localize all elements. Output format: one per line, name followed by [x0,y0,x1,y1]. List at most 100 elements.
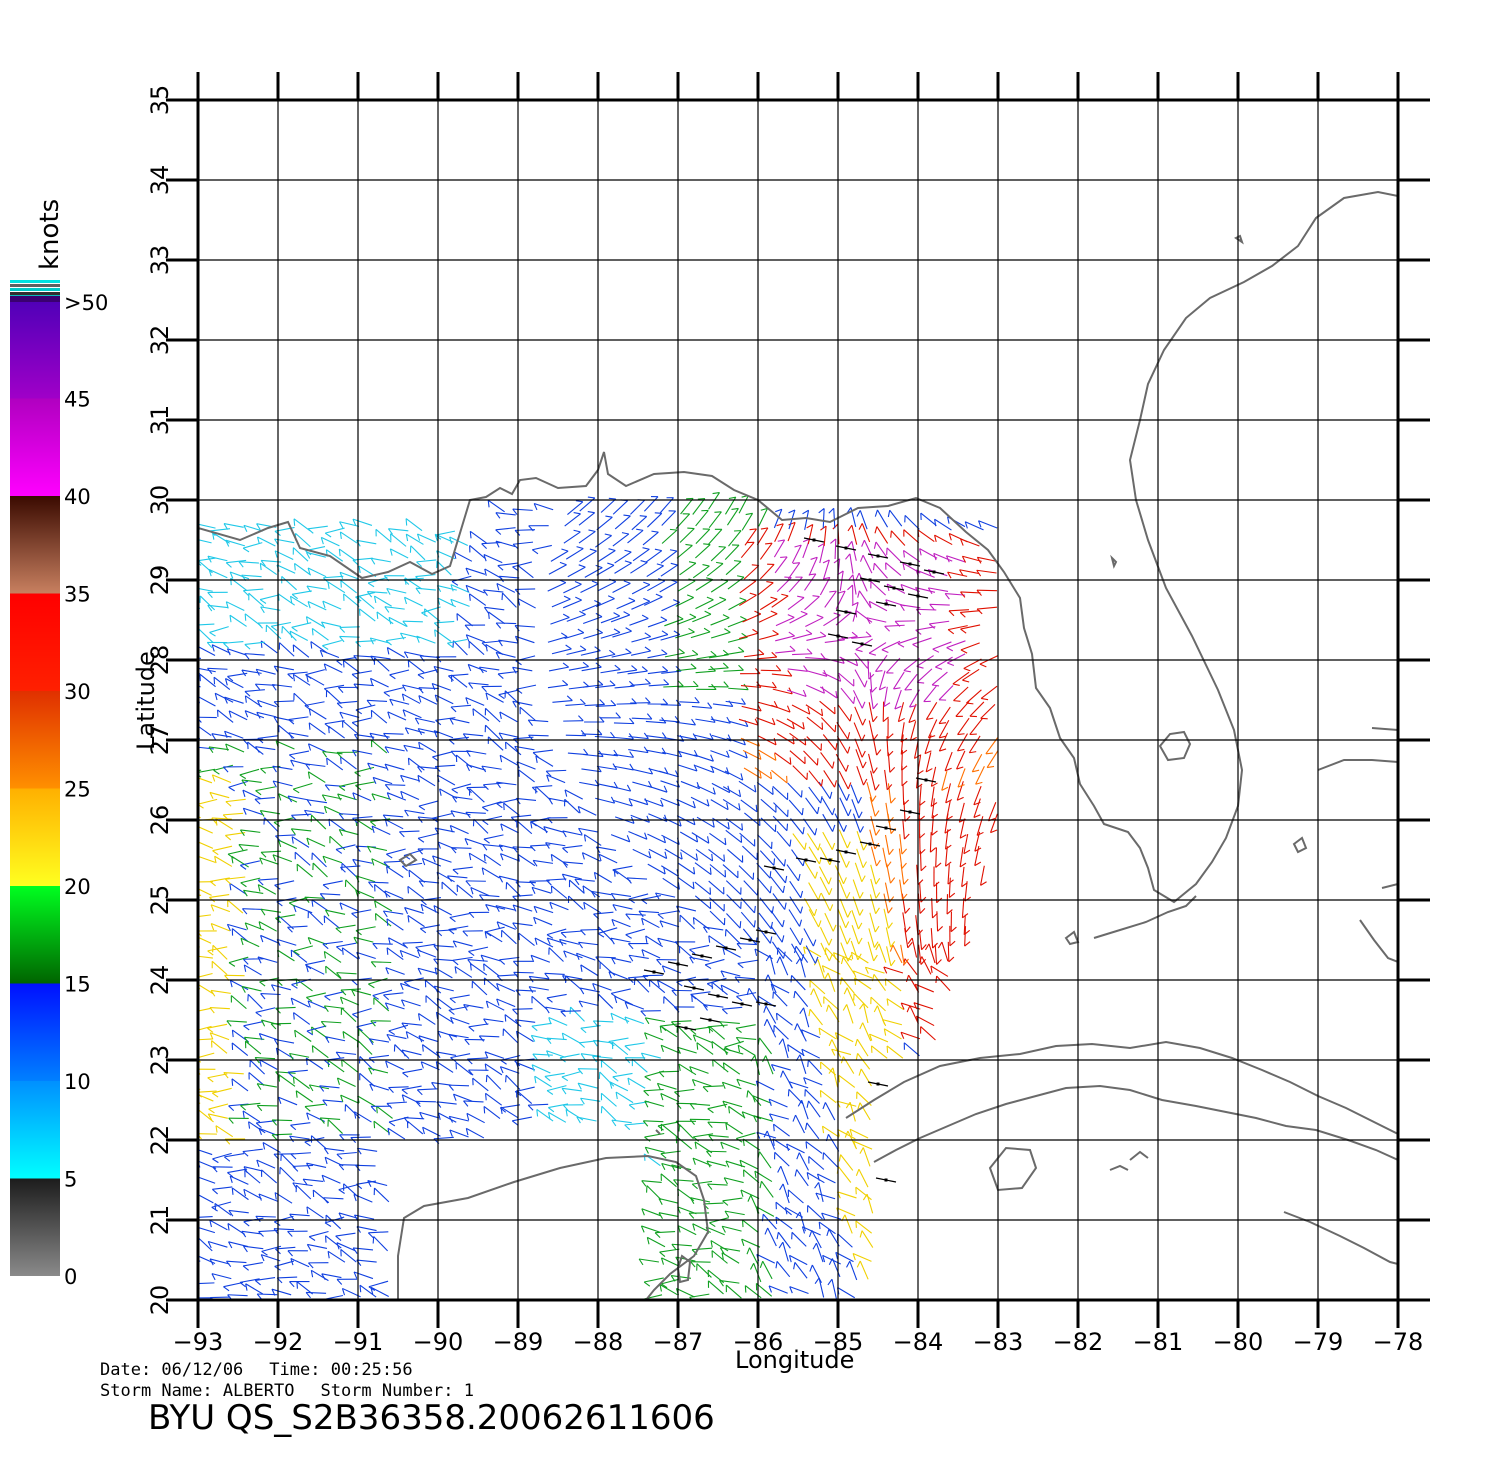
wind-vector [721,1252,740,1264]
colorbar-stripe [10,292,60,295]
wind-barb [340,989,347,996]
wind-vector [357,1040,373,1055]
wind-vector [808,882,819,901]
wind-barb [534,937,538,945]
wind-vector [660,1123,678,1137]
wind-vector [775,650,796,654]
colorbar-segment [10,398,60,496]
wind-barb [692,1157,696,1165]
wind-barb [855,1169,860,1176]
wind-vector [884,1028,902,1040]
wind-vector [400,949,420,959]
wind-barb [259,563,262,571]
wind-vector [710,1240,729,1252]
wind-barb [642,1120,649,1127]
wind-barb [370,558,376,565]
wind-vector [598,550,616,562]
wind-barb [478,1035,485,1042]
wind-vector [744,528,757,546]
wind-vector [840,1154,854,1171]
wind-barb [243,1221,250,1227]
wind-barb [388,1087,394,1093]
wind-vector [469,545,486,559]
wind-barb [306,996,313,1002]
wind-barb [485,1093,487,1101]
wind-vector [782,1038,789,1059]
wind-vector [882,847,888,868]
wind-vector [243,524,264,532]
wind-vector [657,1121,678,1127]
wind-barb [800,790,803,798]
wind-vector [231,928,249,942]
wind-vector [223,523,244,528]
wind-vector [727,849,743,863]
wind-vector [916,608,937,611]
wind-barb [407,915,410,923]
wind-barb [574,878,580,886]
wind-vector [765,1055,774,1075]
wind-vector [327,1119,343,1134]
wind-vector [322,940,343,945]
lat-tick-label: 22 [146,1125,174,1156]
wind-barb [403,745,408,752]
wind-barb [625,913,631,920]
wind-barb [608,548,616,552]
wind-vector [290,595,308,608]
wind-barb [722,662,729,669]
wind-barb [193,776,196,782]
wind-barb [274,550,278,558]
wind-vector [824,639,845,643]
wind-barb [947,879,954,885]
wind-vector [198,576,199,578]
wind-barb [209,631,216,637]
wind-vector [692,1079,712,1087]
rain-flag-dot [884,1178,888,1182]
wind-vector [343,659,360,674]
wind-barb [181,772,186,777]
wind-vector [528,734,549,737]
wind-vector [742,845,758,861]
wind-barb [243,964,247,972]
wind-vector [878,943,887,963]
wind-vector [676,1287,695,1298]
wind-barb [609,680,616,686]
wind-barb [420,904,424,912]
wind-barb [207,605,213,612]
wind-vector [534,937,554,948]
wind-vector [710,617,730,626]
wind-barb [919,800,926,806]
wind-vector [534,1075,552,1088]
wind-vector [611,918,631,928]
wind-barb [385,1060,389,1068]
wind-vector [352,557,373,561]
wind-vector [789,750,806,765]
wind-barb [706,799,710,807]
wind-barb [887,750,894,757]
rain-flag-dot [844,610,848,614]
wind-vector [306,964,325,975]
wind-vector [776,1260,791,1278]
wind-vector [355,926,376,932]
wind-vector [231,1042,249,1056]
colorbar-segment [10,691,60,789]
wind-vector [244,641,265,645]
wind-vector [238,561,259,564]
wind-barb [193,588,197,594]
wind-barb [548,798,553,805]
wind-vector [723,1048,744,1055]
wind-barb [404,727,409,735]
wind-vector [212,944,228,960]
wind-vector [772,688,793,695]
wind-barb [322,645,329,650]
wind-barb [468,682,474,689]
wind-vector [211,1040,228,1054]
wind-barb [420,1061,424,1069]
wind-barb [512,960,519,967]
wind-vector [370,1286,389,1297]
wind-vector [886,998,905,1011]
wind-barb [711,853,714,861]
wind-barb [644,1146,649,1154]
wind-barb [592,1040,598,1047]
wind-vector [387,711,407,721]
wind-barb [211,733,217,740]
